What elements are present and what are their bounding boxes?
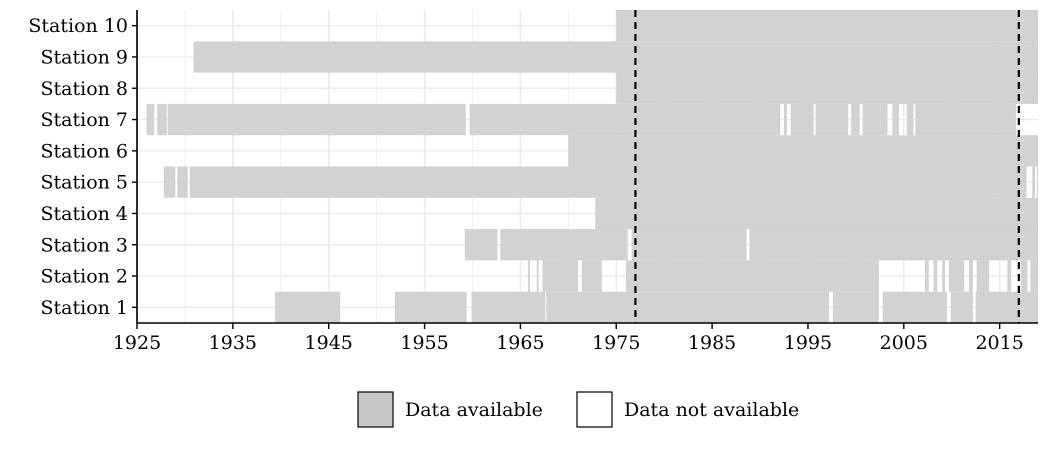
y-tick-label: Station 7	[41, 109, 129, 131]
x-tick-label: 1925	[113, 332, 161, 354]
availability-bar	[783, 103, 787, 136]
y-tick-label: Station 6	[41, 140, 129, 162]
availability-bar	[546, 291, 830, 323]
legend-label: Data available	[405, 399, 543, 421]
bars-layer	[146, 10, 1038, 323]
availability-bar	[950, 291, 973, 323]
availability-bar	[1007, 260, 1012, 292]
x-tick-label: 1965	[496, 332, 544, 354]
availability-bar	[542, 260, 578, 292]
x-tick-label: 2015	[975, 332, 1023, 354]
y-tick-label: Station 4	[41, 203, 129, 225]
availability-bar	[832, 291, 879, 323]
x-tick-label: 1935	[209, 332, 257, 354]
availability-bar	[882, 291, 947, 323]
y-tick-label: Station 9	[41, 46, 129, 68]
availability-bar	[464, 229, 498, 261]
availability-bar	[862, 103, 888, 136]
availability-bar	[975, 291, 1038, 323]
availability-bar	[394, 291, 467, 323]
availability-bar	[976, 260, 990, 292]
y-tick-label: Station 2	[41, 266, 129, 288]
y-tick-label: Station 5	[41, 172, 129, 194]
availability-bar	[275, 291, 341, 323]
availability-bar	[616, 72, 1038, 104]
availability-bar	[815, 103, 849, 136]
availability-bar	[157, 103, 167, 136]
availability-bar	[500, 229, 628, 261]
y-tick-label: Station 10	[28, 15, 128, 37]
availability-bar	[581, 260, 602, 292]
availability-bar	[933, 260, 938, 292]
x-tick-label: 1945	[305, 332, 353, 354]
availability-bar	[942, 260, 946, 292]
x-tick-label: 2005	[880, 332, 928, 354]
availability-bar	[1037, 166, 1038, 198]
availability-bar	[536, 260, 539, 292]
x-tick-label: 1955	[400, 332, 448, 354]
availability-bar	[528, 260, 530, 292]
legend-swatch	[576, 391, 613, 428]
availability-bar	[193, 41, 1038, 73]
availability-bar	[851, 103, 860, 136]
x-tick-label: 1985	[688, 332, 736, 354]
x-tick-label: 1995	[784, 332, 832, 354]
availability-bar	[568, 135, 1038, 167]
availability-bar	[1030, 260, 1038, 292]
availability-bar	[625, 260, 879, 292]
availability-bar	[1032, 166, 1036, 198]
availability-bar	[469, 103, 781, 136]
availability-bar	[968, 260, 973, 292]
availability-bar	[906, 103, 914, 136]
y-tick-label: Station 1	[41, 297, 129, 319]
availability-bar	[915, 103, 1016, 136]
legend: Data available Data not available	[357, 391, 799, 428]
y-tick-label: Station 3	[41, 234, 129, 256]
vline-layer	[634, 10, 1020, 323]
availability-bar	[189, 166, 1027, 198]
availability-bar	[167, 103, 466, 136]
availability-bar	[177, 166, 188, 198]
y-tick-label: Station 8	[41, 78, 129, 100]
legend-label: Data not available	[624, 399, 799, 421]
availability-bar	[595, 197, 1038, 230]
availability-bar	[892, 103, 900, 136]
axis-layer: 1925 1935 1945 1955 1965 1975 1985 1995 2005 2015…	[28, 10, 1038, 354]
availability-bar	[790, 103, 814, 136]
availability-bar	[471, 291, 546, 323]
availability-bar	[146, 103, 155, 136]
availability-bar	[749, 229, 1038, 261]
legend-swatch	[357, 391, 394, 428]
availability-bar	[948, 260, 965, 292]
availability-bar	[163, 166, 176, 198]
x-tick-label: 1975	[592, 332, 640, 354]
availability-bar	[1020, 260, 1028, 292]
availability-bar	[616, 10, 1038, 42]
availability-bar	[924, 260, 929, 292]
availability-bar	[631, 229, 747, 261]
